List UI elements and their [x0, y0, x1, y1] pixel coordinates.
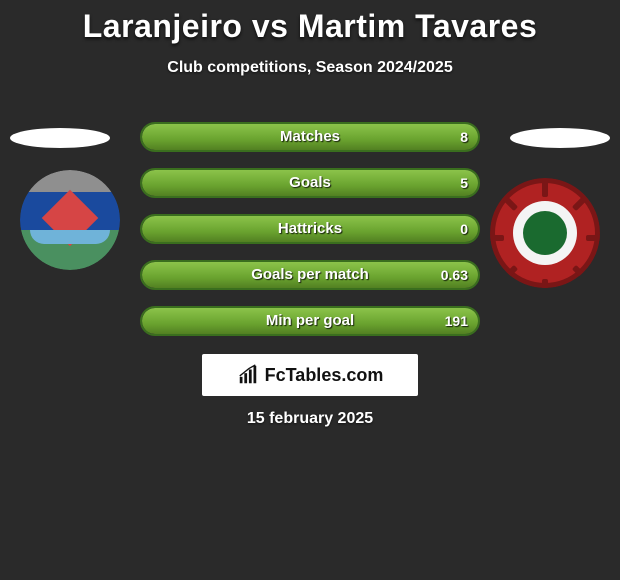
- stat-label: Min per goal: [142, 308, 478, 334]
- wheel-spoke-icon: [542, 279, 548, 288]
- stats-bars: Matches 8 Goals 5 Hattricks 0 Goals per …: [140, 122, 480, 352]
- brand-badge: FcTables.com: [202, 354, 418, 396]
- club-badge-left: [20, 170, 120, 270]
- stat-row-goals-per-match: Goals per match 0.63: [140, 260, 480, 290]
- subtitle: Club competitions, Season 2024/2025: [0, 59, 620, 77]
- wheel-spoke-icon: [586, 235, 600, 241]
- stat-value: 0.63: [441, 262, 468, 288]
- stat-value: 8: [460, 124, 468, 150]
- stat-row-matches: Matches 8: [140, 122, 480, 152]
- brand-text: FcTables.com: [265, 365, 384, 386]
- club-badge-right-core: [513, 201, 577, 265]
- comparison-card: Laranjeiro vs Martim Tavares Club compet…: [0, 0, 620, 580]
- page-title: Laranjeiro vs Martim Tavares: [0, 0, 620, 45]
- bar-chart-icon: [237, 364, 259, 386]
- stat-value: 0: [460, 216, 468, 242]
- club-badge-right: [490, 178, 600, 288]
- stat-row-hattricks: Hattricks 0: [140, 214, 480, 244]
- player-silhouette-left: [10, 128, 110, 148]
- club-badge-left-art: [20, 170, 120, 270]
- player-silhouette-right: [510, 128, 610, 148]
- date-label: 15 february 2025: [0, 410, 620, 428]
- stat-row-min-per-goal: Min per goal 191: [140, 306, 480, 336]
- stat-row-goals: Goals 5: [140, 168, 480, 198]
- stat-label: Hattricks: [142, 216, 478, 242]
- stat-value: 191: [445, 308, 468, 334]
- wheel-spoke-icon: [542, 181, 548, 197]
- wheel-spoke-icon: [503, 265, 519, 281]
- wheel-spoke-icon: [490, 235, 504, 241]
- wheel-spoke-icon: [572, 196, 588, 212]
- stat-value: 5: [460, 170, 468, 196]
- stat-label: Goals: [142, 170, 478, 196]
- club-badge-right-art: [490, 178, 600, 288]
- stat-label: Goals per match: [142, 262, 478, 288]
- wheel-spoke-icon: [503, 196, 519, 212]
- wheel-spoke-icon: [572, 265, 588, 281]
- stat-label: Matches: [142, 124, 478, 150]
